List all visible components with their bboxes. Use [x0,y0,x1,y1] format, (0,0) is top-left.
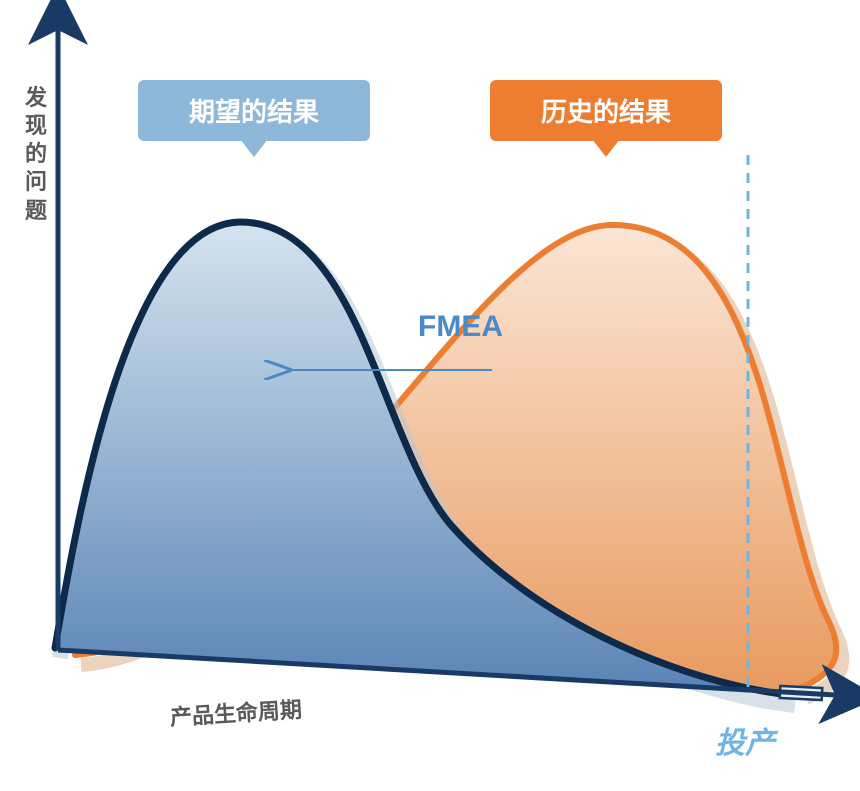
production-label: 投产 [715,718,775,762]
callout-historical-label: 历史的结果 [541,97,671,127]
callout-historical: 历史的结果 [490,80,722,141]
fmea-lifecycle-chart: 期望的结果 历史的结果 发现的问题 产品生命周期 FMEA 投产 [0,0,860,791]
callout-expected-label: 期望的结果 [189,97,319,127]
callout-expected: 期望的结果 [138,80,370,141]
fmea-label: FMEA [418,310,503,344]
y-axis-label: 发现的问题 [24,84,48,225]
